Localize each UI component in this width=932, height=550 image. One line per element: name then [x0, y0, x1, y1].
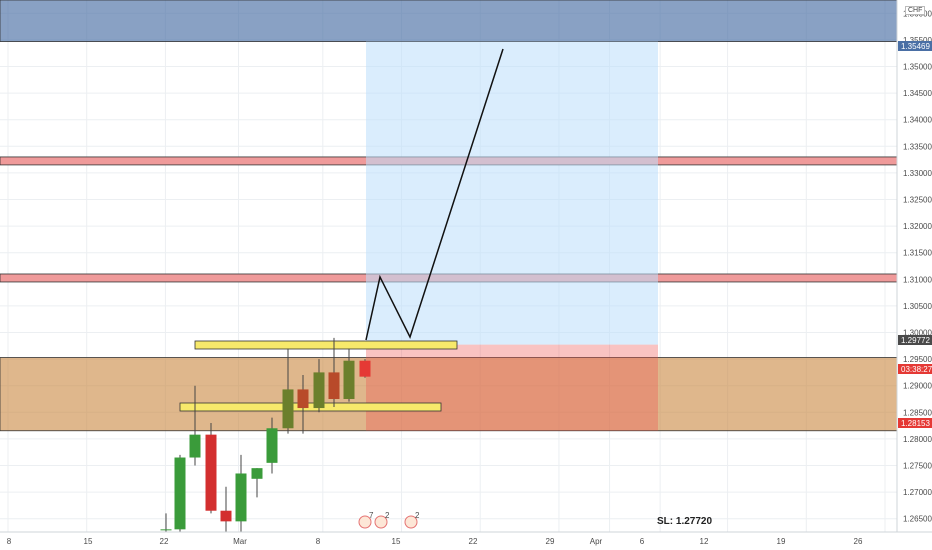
y-tick-label: 1.32500: [903, 196, 932, 205]
event-marker-count: 2: [415, 511, 420, 520]
event-marker-icon[interactable]: [404, 515, 418, 529]
price-tag-label: 1.29772: [901, 336, 930, 345]
x-tick-label: Mar: [233, 537, 247, 546]
price-axis-bg: [897, 0, 932, 550]
y-tick-label: 1.35000: [903, 63, 932, 72]
stop-loss-annotation: SL: 1.27720: [657, 516, 713, 527]
y-tick-label: 1.29500: [903, 355, 932, 364]
candle-body: [235, 473, 247, 522]
y-tick-label: 1.30500: [903, 302, 932, 311]
projection-path: [365, 48, 504, 341]
price-tag-label: 1.28153: [901, 419, 930, 428]
price-tag: [898, 364, 932, 374]
x-tick-label: 8: [316, 537, 321, 546]
candle-body: [220, 510, 232, 522]
candle-body: [328, 372, 340, 399]
x-tick-label: 12: [700, 537, 709, 546]
price-tag: [898, 335, 932, 345]
y-tick-label: 1.29000: [903, 382, 932, 391]
candle-body: [282, 389, 294, 429]
candle-body: [189, 434, 201, 458]
y-tick-label: 1.34500: [903, 89, 932, 98]
y-tick-label: 1.33500: [903, 142, 932, 151]
y-tick-label: 1.30000: [903, 329, 932, 338]
marker-rect: [179, 402, 442, 412]
x-tick-label: 15: [392, 537, 401, 546]
target-zone: [366, 41, 658, 345]
event-marker-icon[interactable]: [358, 515, 372, 529]
time-axis-bg: [0, 532, 932, 550]
y-tick-label: 1.31500: [903, 249, 932, 258]
x-tick-label: 6: [640, 537, 645, 546]
candle-body: [343, 360, 355, 399]
stop-zone: [366, 344, 658, 431]
price-tag: [898, 418, 932, 428]
x-tick-label: Apr: [590, 537, 603, 546]
currency-label: CHF: [905, 6, 926, 15]
y-tick-label: 1.34000: [903, 116, 932, 125]
x-tick-label: 8: [7, 537, 12, 546]
x-tick-label: 19: [777, 537, 786, 546]
candle-body: [174, 457, 186, 530]
x-tick-label: 29: [546, 537, 555, 546]
y-tick-label: 1.27000: [903, 488, 932, 497]
price-tag-label: 1.35469: [901, 42, 930, 51]
price-tag: [898, 41, 932, 51]
y-tick-label: 1.31000: [903, 275, 932, 284]
candle-body: [313, 372, 325, 409]
x-tick-label: 26: [854, 537, 863, 546]
marker-rect: [194, 340, 458, 350]
candle-body: [266, 428, 278, 463]
candle-body: [297, 389, 309, 409]
x-tick-label: 22: [160, 537, 169, 546]
y-tick-label: 1.27500: [903, 462, 932, 471]
x-tick-label: 22: [469, 537, 478, 546]
y-tick-label: 1.32000: [903, 222, 932, 231]
event-marker-icon[interactable]: [374, 515, 388, 529]
candle-body: [359, 360, 371, 377]
y-tick-label: 1.35500: [903, 36, 932, 45]
event-marker-count: 2: [385, 511, 390, 520]
x-tick-label: 15: [84, 537, 93, 546]
zone-top-band: [0, 0, 898, 42]
event-marker-count: 7: [369, 511, 374, 520]
price-tag-label: 03:38:27: [901, 365, 932, 374]
y-tick-label: 1.28500: [903, 408, 932, 417]
y-tick-label: 1.28000: [903, 435, 932, 444]
candle-body: [205, 434, 217, 511]
y-tick-label: 1.26500: [903, 515, 932, 524]
candle-body: [251, 468, 263, 479]
y-tick-label: 1.33000: [903, 169, 932, 178]
candle-body: [160, 529, 172, 531]
